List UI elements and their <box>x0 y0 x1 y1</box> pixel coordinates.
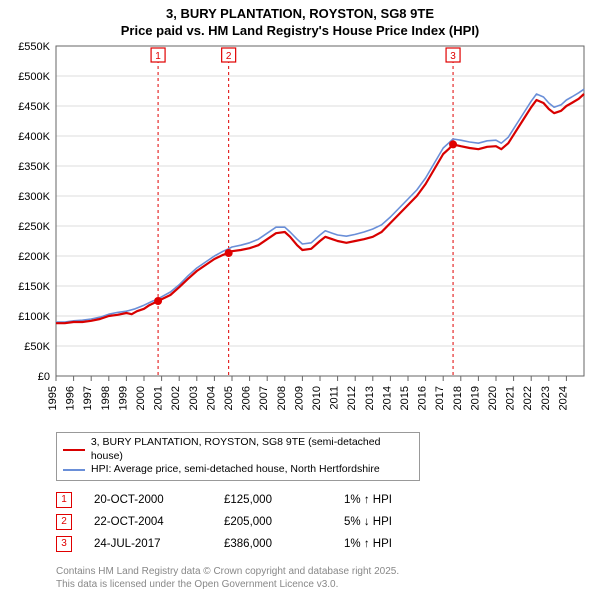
svg-text:£250K: £250K <box>18 221 50 233</box>
attribution: Contains HM Land Registry data © Crown c… <box>56 565 600 590</box>
svg-text:2002: 2002 <box>170 386 182 410</box>
svg-text:3: 3 <box>450 51 456 62</box>
transactions-table: 120-OCT-2000£125,0001% ↑ HPI222-OCT-2004… <box>56 489 600 555</box>
svg-text:£50K: £50K <box>24 341 50 353</box>
svg-text:2017: 2017 <box>434 386 446 410</box>
svg-text:£350K: £350K <box>18 161 50 173</box>
title-subtitle: Price paid vs. HM Land Registry's House … <box>0 23 600 38</box>
price-chart: £0 £50K £100K £150K £200K £250K £300K £350K £400… <box>0 38 600 426</box>
title-address: 3, BURY PLANTATION, ROYSTON, SG8 9TE <box>0 6 600 21</box>
svg-text:2016: 2016 <box>417 386 429 410</box>
transaction-diff: 5% ↓ HPI <box>344 516 454 528</box>
svg-text:£550K: £550K <box>18 41 50 53</box>
svg-text:2015: 2015 <box>399 386 411 410</box>
svg-text:£400K: £400K <box>18 131 50 143</box>
svg-text:2009: 2009 <box>293 386 305 410</box>
svg-text:2000: 2000 <box>135 386 147 410</box>
legend-label: 3, BURY PLANTATION, ROYSTON, SG8 9TE (se… <box>91 436 413 463</box>
transaction-marker: 1 <box>56 492 72 508</box>
svg-text:1995: 1995 <box>47 386 59 410</box>
legend-swatch <box>63 449 85 451</box>
svg-text:£100K: £100K <box>18 311 50 323</box>
svg-text:£200K: £200K <box>18 251 50 263</box>
svg-text:2014: 2014 <box>381 386 393 410</box>
svg-text:2012: 2012 <box>346 386 358 410</box>
svg-text:2022: 2022 <box>522 386 534 410</box>
legend: 3, BURY PLANTATION, ROYSTON, SG8 9TE (se… <box>56 432 420 481</box>
svg-text:2004: 2004 <box>205 386 217 410</box>
legend-label: HPI: Average price, semi-detached house,… <box>91 463 380 477</box>
svg-text:2005: 2005 <box>223 386 235 410</box>
svg-text:£0: £0 <box>38 371 50 383</box>
svg-text:1: 1 <box>155 51 161 62</box>
transaction-date: 20-OCT-2000 <box>94 494 224 506</box>
transaction-price: £205,000 <box>224 516 344 528</box>
transaction-price: £386,000 <box>224 538 344 550</box>
legend-item: 3, BURY PLANTATION, ROYSTON, SG8 9TE (se… <box>63 436 413 463</box>
svg-text:2018: 2018 <box>452 386 464 410</box>
transaction-diff: 1% ↑ HPI <box>344 538 454 550</box>
svg-text:2008: 2008 <box>276 386 288 410</box>
svg-text:2019: 2019 <box>469 386 481 410</box>
legend-item: HPI: Average price, semi-detached house,… <box>63 463 413 477</box>
transaction-row: 3 24-JUL-2017£386,0001% ↑ HPI <box>56 533 600 555</box>
svg-text:2007: 2007 <box>258 386 270 410</box>
svg-text:2023: 2023 <box>540 386 552 410</box>
svg-text:£300K: £300K <box>18 191 50 203</box>
svg-text:2011: 2011 <box>329 386 341 410</box>
transaction-diff: 1% ↑ HPI <box>344 494 454 506</box>
svg-text:£450K: £450K <box>18 101 50 113</box>
transaction-marker: 3 <box>56 536 72 552</box>
svg-text:2021: 2021 <box>505 386 517 410</box>
svg-text:2: 2 <box>226 51 232 62</box>
svg-text:£500K: £500K <box>18 71 50 83</box>
legend-swatch <box>63 469 85 471</box>
attribution-line2: This data is licensed under the Open Gov… <box>56 578 600 590</box>
svg-text:2010: 2010 <box>311 386 323 410</box>
transaction-marker: 2 <box>56 514 72 530</box>
svg-text:2001: 2001 <box>153 386 165 410</box>
svg-text:1996: 1996 <box>65 386 77 410</box>
chart-container: £0 £50K £100K £150K £200K £250K £300K £350K £400… <box>0 38 600 426</box>
svg-text:£150K: £150K <box>18 281 50 293</box>
transaction-price: £125,000 <box>224 494 344 506</box>
svg-text:1997: 1997 <box>82 386 94 410</box>
svg-text:1999: 1999 <box>117 386 129 410</box>
svg-text:2006: 2006 <box>241 386 253 410</box>
svg-text:2003: 2003 <box>188 386 200 410</box>
transaction-row: 2 22-OCT-2004£205,0005% ↓ HPI <box>56 511 600 533</box>
svg-text:2024: 2024 <box>557 386 569 410</box>
svg-text:1998: 1998 <box>100 386 112 410</box>
attribution-line1: Contains HM Land Registry data © Crown c… <box>56 565 600 578</box>
transaction-row: 1 20-OCT-2000£125,0001% ↑ HPI <box>56 489 600 511</box>
transaction-date: 22-OCT-2004 <box>94 516 224 528</box>
svg-text:2020: 2020 <box>487 386 499 410</box>
transaction-date: 24-JUL-2017 <box>94 538 224 550</box>
svg-text:2013: 2013 <box>364 386 376 410</box>
